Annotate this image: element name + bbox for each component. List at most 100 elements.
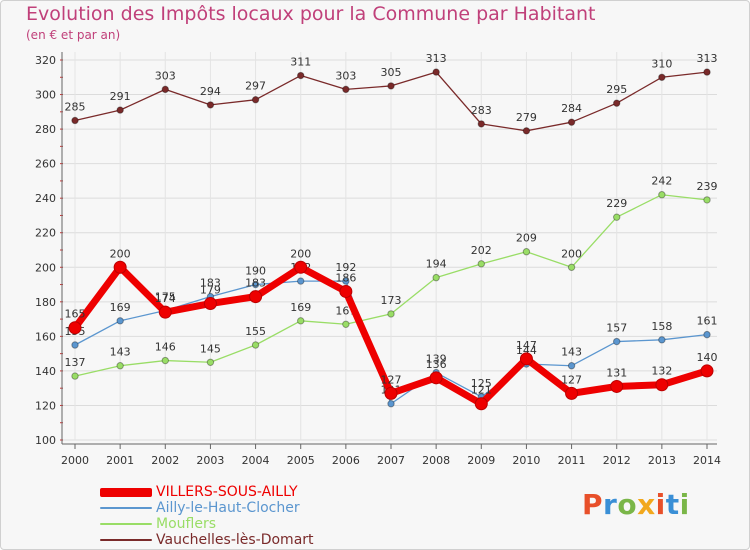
data-label: 169 (290, 301, 311, 314)
data-label: 143 (561, 346, 582, 359)
data-label: 294 (200, 85, 221, 98)
data-point (294, 260, 308, 274)
x-tick-label: 2013 (648, 454, 676, 467)
data-point (206, 101, 215, 109)
data-label: 202 (471, 244, 492, 257)
data-label: 313 (697, 52, 718, 65)
data-label: 284 (561, 102, 582, 115)
data-label: 155 (245, 325, 266, 338)
data-point (384, 386, 398, 400)
data-label: 144 (516, 344, 537, 357)
data-label: 200 (561, 247, 582, 260)
data-label: 169 (110, 301, 131, 314)
data-point (703, 196, 711, 204)
data-point (251, 96, 260, 104)
data-label: 313 (426, 52, 447, 65)
data-point (158, 305, 172, 319)
data-label: 190 (245, 265, 266, 278)
data-point (251, 280, 260, 289)
y-tick-label: 160 (35, 330, 56, 343)
x-tick-label: 2002 (151, 454, 179, 467)
data-point (113, 260, 127, 274)
x-tick-label: 2004 (242, 454, 270, 467)
data-label: 121 (471, 384, 492, 397)
data-label: 192 (335, 261, 356, 274)
data-point (297, 317, 305, 325)
data-label: 131 (606, 366, 627, 379)
data-label: 125 (471, 377, 492, 390)
x-tick-label: 2008 (422, 454, 450, 467)
x-tick-label: 2011 (558, 454, 586, 467)
data-point (519, 352, 533, 366)
data-point (206, 358, 215, 366)
legend-label: Mouflers (156, 516, 216, 532)
data-point (339, 284, 353, 298)
data-point (658, 336, 666, 344)
data-label: 311 (290, 56, 311, 69)
proxiti-logo[interactable]: Proxiti (582, 488, 690, 521)
data-point (477, 260, 485, 268)
data-point (655, 378, 669, 392)
x-tick-label: 2005 (287, 454, 315, 467)
data-label: 186 (335, 271, 356, 284)
y-tick-label: 120 (35, 399, 56, 412)
legend-item[interactable]: Vauchelles-lès-Domart (100, 532, 360, 548)
data-label: 157 (606, 322, 627, 335)
logo-letter: r (603, 488, 618, 521)
data-point (116, 362, 124, 370)
data-point (297, 277, 305, 285)
x-tick-label: 2006 (332, 454, 360, 467)
x-tick-label: 2007 (377, 454, 405, 467)
plot-area (62, 52, 717, 440)
logo-letter: i (679, 488, 690, 521)
data-label: 145 (200, 342, 221, 355)
data-point (522, 127, 531, 135)
data-point (703, 68, 711, 76)
data-point (567, 118, 576, 126)
data-point (477, 120, 485, 128)
y-tick-label: 240 (35, 192, 56, 205)
logo-letter: P (582, 488, 604, 521)
data-point (387, 310, 395, 318)
y-tick-label: 200 (35, 261, 56, 274)
data-label: 295 (606, 83, 627, 96)
data-label: 161 (697, 315, 718, 328)
data-label: 127 (381, 373, 402, 386)
data-label: 183 (245, 277, 266, 290)
data-label: 132 (651, 365, 672, 378)
legend-item[interactable]: Ailly-le-Haut-Clocher (100, 500, 360, 516)
data-point (161, 356, 169, 365)
data-label: 194 (426, 258, 447, 271)
data-label: 200 (290, 247, 311, 260)
data-point (71, 372, 79, 380)
data-point (613, 213, 621, 221)
data-label: 137 (65, 356, 86, 369)
data-label: 139 (426, 353, 447, 366)
y-tick-label: 300 (35, 89, 56, 102)
data-point (387, 400, 395, 408)
data-point (567, 362, 576, 370)
data-point (700, 364, 714, 378)
legend-swatch (100, 539, 152, 541)
data-label: 158 (651, 320, 672, 333)
data-point (613, 337, 621, 346)
data-label: 303 (155, 69, 176, 82)
data-label: 279 (516, 111, 537, 124)
x-tick-label: 2003 (196, 454, 224, 467)
data-label: 291 (110, 90, 131, 103)
data-point (610, 379, 624, 393)
data-label: 146 (155, 341, 176, 354)
legend-item[interactable]: Mouflers (100, 516, 360, 532)
legend-label: VILLERS-SOUS-AILLY (156, 484, 298, 500)
logo-letter: i (655, 488, 666, 521)
data-point (203, 297, 217, 311)
data-point (116, 106, 124, 114)
data-point (474, 397, 488, 411)
y-tick-label: 320 (35, 54, 56, 67)
legend-swatch (100, 507, 152, 509)
legend-item[interactable]: VILLERS-SOUS-AILLY (100, 484, 360, 500)
data-point (613, 99, 621, 107)
data-label: 174 (155, 292, 176, 305)
data-point (71, 116, 79, 125)
data-label: 175 (155, 290, 176, 303)
